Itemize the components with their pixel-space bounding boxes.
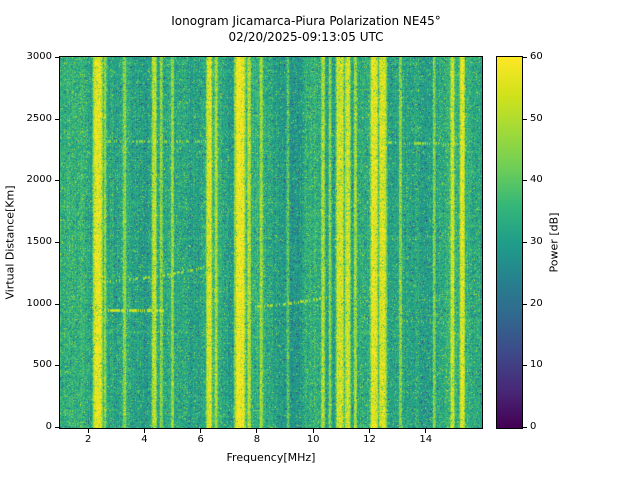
y-tick-mark xyxy=(55,427,59,428)
y-tick-mark xyxy=(55,180,59,181)
y-tick-label: 500 xyxy=(32,359,52,370)
x-axis-label: Frequency[MHz] xyxy=(226,451,316,464)
x-tick-label: 8 xyxy=(253,434,261,445)
y-tick-label: 1000 xyxy=(26,298,52,309)
y-tick-mark xyxy=(55,119,59,120)
colorbar-canvas xyxy=(497,57,522,428)
x-tick-label: 12 xyxy=(363,434,376,445)
y-tick-mark xyxy=(55,242,59,243)
plot-area xyxy=(59,56,483,429)
x-tick-mark xyxy=(425,429,427,433)
colorbar-tick-mark xyxy=(523,242,527,243)
y-tick-label: 0 xyxy=(45,421,52,432)
y-tick-mark xyxy=(55,304,59,305)
colorbar-tick-label: 0 xyxy=(530,421,537,432)
x-tick-label: 14 xyxy=(419,434,433,445)
x-tick-mark xyxy=(143,429,145,433)
chart-title-line2: 02/20/2025-09:13:05 UTC xyxy=(228,30,384,44)
x-tick-label: 2 xyxy=(84,434,92,445)
colorbar-tick-mark xyxy=(523,180,527,181)
x-tick-mark xyxy=(200,429,202,433)
x-tick-label: 10 xyxy=(306,434,320,445)
x-tick-mark xyxy=(312,429,314,433)
colorbar-tick-mark xyxy=(523,427,527,428)
colorbar-tick-mark xyxy=(523,365,527,366)
colorbar-tick-label: 30 xyxy=(530,236,543,247)
y-tick-mark xyxy=(55,365,59,366)
x-tick-label: 6 xyxy=(197,434,204,445)
chart-title: Ionogram Jicamarca-Piura Polarization NE… xyxy=(0,13,612,45)
y-tick-label: 3000 xyxy=(26,51,52,62)
colorbar-tick-label: 60 xyxy=(530,51,543,62)
y-tick-mark xyxy=(55,57,59,58)
y-tick-label: 2500 xyxy=(26,113,52,124)
y-tick-label: 2000 xyxy=(26,174,52,185)
x-tick-label: 4 xyxy=(141,434,148,445)
colorbar-tick-mark xyxy=(523,304,527,305)
chart-title-line1: Ionogram Jicamarca-Piura Polarization NE… xyxy=(171,14,441,28)
colorbar-tick-mark xyxy=(523,57,527,58)
colorbar-tick-mark xyxy=(523,119,527,120)
colorbar xyxy=(496,56,523,429)
colorbar-tick-label: 20 xyxy=(530,298,543,309)
x-tick-mark xyxy=(368,429,370,433)
ionogram-heatmap-canvas xyxy=(60,57,482,428)
colorbar-tick-label: 50 xyxy=(530,113,543,124)
x-tick-mark xyxy=(87,429,89,433)
colorbar-tick-label: 10 xyxy=(530,359,543,370)
x-tick-mark xyxy=(256,429,258,433)
y-tick-label: 1500 xyxy=(26,236,52,247)
colorbar-tick-label: 40 xyxy=(530,174,543,185)
